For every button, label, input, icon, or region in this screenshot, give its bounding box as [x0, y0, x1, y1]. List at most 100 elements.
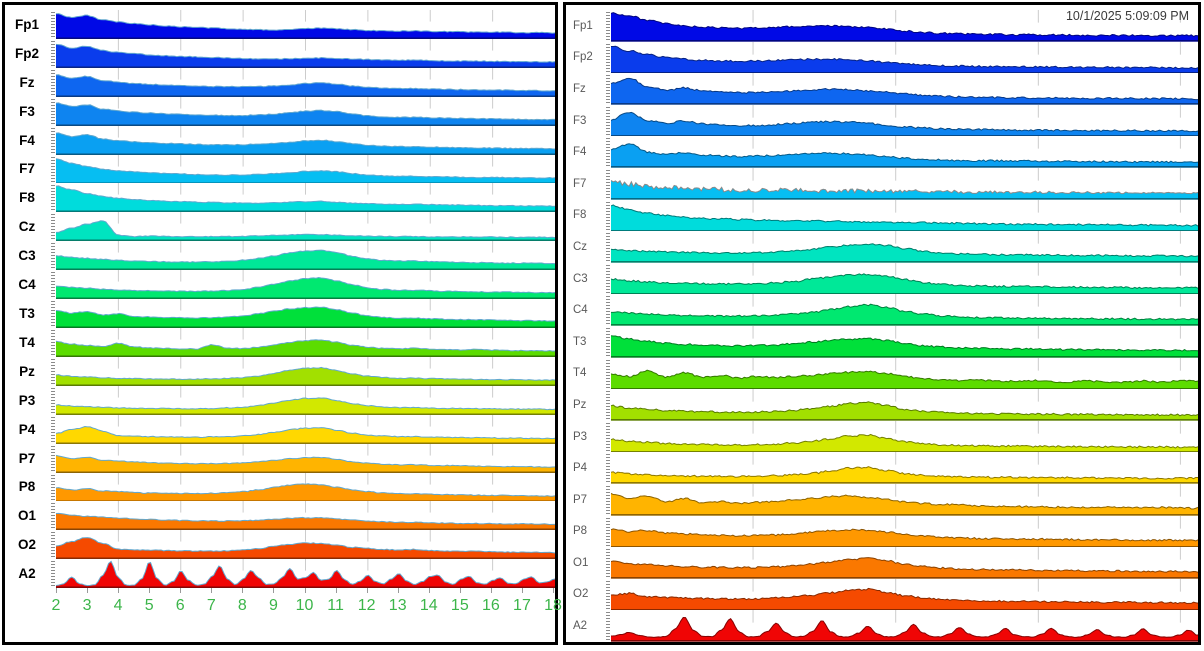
y-axis-ticks	[49, 69, 55, 96]
y-axis-ticks	[49, 301, 55, 327]
y-axis-ticks	[49, 416, 55, 443]
channel-row: T3	[566, 326, 1198, 358]
channel-label: P7	[18, 450, 36, 466]
channel-spectrum	[611, 484, 1198, 516]
channel-spectrum	[56, 97, 555, 126]
channel-row: F8	[5, 183, 555, 213]
x-axis-label: 8	[237, 597, 247, 614]
channel-row: A2	[566, 610, 1198, 642]
channel-label: Cz	[573, 240, 588, 253]
channel-label: C3	[573, 272, 588, 285]
channel-spectrum	[56, 415, 555, 444]
channel-label: Fp1	[573, 19, 593, 32]
channel-spectrum	[611, 73, 1198, 105]
x-axis: 2 3 4 5 6 7 8 9 10 11 12 13 14 15 16 17 18	[52, 588, 562, 642]
y-axis-ticks	[49, 358, 55, 385]
channel-spectrum	[611, 421, 1198, 453]
x-axis-label: 11	[327, 597, 344, 614]
y-axis-ticks	[49, 40, 55, 67]
channel-spectrum	[611, 389, 1198, 421]
x-axis-label: 17	[513, 597, 531, 614]
channel-label: F3	[19, 103, 35, 119]
channel-label: T4	[19, 334, 35, 350]
y-axis-ticks	[49, 12, 55, 38]
channel-label: A2	[573, 620, 588, 633]
x-axis-tick	[273, 588, 275, 593]
channel-spectrum	[56, 183, 555, 213]
channel-row: F3	[5, 97, 555, 126]
channel-label: Pz	[19, 363, 35, 379]
channel-row: A2	[5, 559, 555, 589]
channel-row: Fp1	[5, 10, 555, 39]
channel-label: O1	[17, 508, 36, 524]
channel-spectrum	[56, 530, 555, 560]
y-axis-ticks	[604, 106, 610, 136]
channel-label: C4	[18, 277, 36, 293]
channel-label: P4	[573, 462, 588, 475]
channel-spectrum	[611, 294, 1198, 326]
y-axis-ticks	[604, 201, 610, 231]
channel-label: C4	[573, 304, 588, 317]
y-axis-ticks	[604, 327, 610, 357]
x-axis-tick	[211, 588, 213, 593]
x-axis-label: 4	[113, 597, 123, 614]
x-axis-tick	[490, 588, 492, 593]
channel-spectrum	[611, 42, 1198, 74]
x-axis-tick	[428, 588, 430, 593]
channel-label: P4	[18, 421, 36, 437]
channel-spectrum	[56, 68, 555, 97]
channel-row: P4	[566, 452, 1198, 484]
y-axis-ticks	[604, 485, 610, 515]
x-axis-label: 7	[206, 597, 216, 614]
channel-spectrum	[611, 547, 1198, 579]
x-axis-label: 5	[144, 597, 154, 614]
channel-spectrum	[611, 263, 1198, 295]
x-axis-label: 6	[175, 597, 185, 614]
channel-row: P8	[566, 516, 1198, 548]
channel-row: C4	[5, 270, 555, 300]
x-axis-label: 13	[388, 597, 407, 614]
channel-spectrum	[56, 155, 555, 184]
y-axis-ticks	[49, 127, 55, 154]
channel-label: F3	[573, 114, 587, 127]
channel-spectrum	[611, 168, 1198, 200]
channel-row: O2	[566, 579, 1198, 611]
y-axis-ticks	[49, 98, 55, 125]
channel-row: F8	[566, 200, 1198, 232]
y-axis-ticks	[49, 185, 55, 212]
x-axis-label: 16	[481, 597, 500, 614]
channel-spectrum	[56, 501, 555, 531]
channel-spectrum	[611, 10, 1198, 42]
channel-rows-left: Fp1 Fp2 Fz F3 F4 F7 F8 Cz C3	[5, 5, 555, 589]
channel-row: Fp2	[566, 42, 1198, 74]
y-axis-ticks	[604, 359, 610, 389]
x-axis-label: 10	[295, 597, 314, 614]
channel-label: F8	[19, 190, 35, 206]
channel-label: F7	[19, 161, 35, 177]
channel-rows-right: Fp1 Fp2 Fz F3 F4 F7 F8 Cz C3	[566, 5, 1198, 642]
channel-row: P7	[566, 484, 1198, 516]
spectra-panel-left: Fp1 Fp2 Fz F3 F4 F7 F8 Cz C3	[2, 2, 562, 645]
channel-row: F3	[566, 105, 1198, 137]
channel-label: O2	[573, 588, 589, 601]
channel-label: Fz	[19, 74, 35, 90]
y-axis-ticks	[49, 272, 55, 299]
channel-row: Fp1	[566, 10, 1198, 42]
x-axis-tick	[87, 588, 89, 593]
channel-row: F4	[5, 126, 555, 155]
channel-label: P3	[18, 392, 36, 408]
channel-row: F4	[566, 136, 1198, 168]
x-axis-tick	[397, 588, 399, 593]
channel-spectrum	[56, 386, 555, 415]
channel-row: Pz	[5, 357, 555, 386]
channel-row: O1	[5, 501, 555, 531]
channel-label: T3	[19, 306, 35, 322]
channel-row: Fz	[566, 73, 1198, 105]
y-axis-ticks	[604, 169, 610, 199]
y-axis-ticks	[49, 243, 55, 270]
x-axis-tick	[56, 588, 57, 593]
y-axis-ticks	[49, 561, 55, 588]
channel-spectrum	[56, 39, 555, 68]
channel-spectrum	[611, 200, 1198, 232]
x-axis-tick	[366, 588, 368, 593]
